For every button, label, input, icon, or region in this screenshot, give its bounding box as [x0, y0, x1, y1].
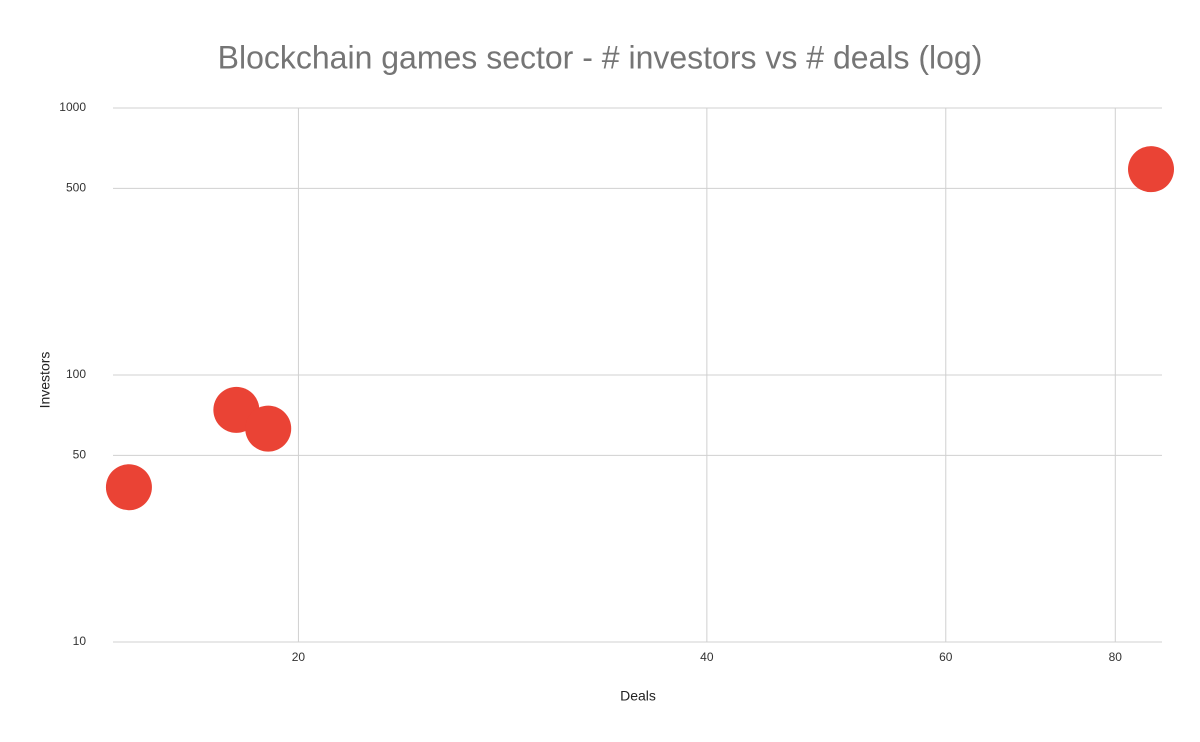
y-tick-label: 1000	[59, 100, 86, 114]
point	[245, 405, 292, 452]
x-tick-label: 40	[700, 650, 714, 664]
point	[105, 464, 152, 511]
y-tick-label: 10	[73, 634, 87, 648]
x-tick-label: 60	[939, 650, 953, 664]
y-tick-label: 50	[73, 448, 87, 462]
point	[1128, 146, 1175, 193]
y-tick-label: 100	[66, 367, 86, 381]
y-axis-title: Investors	[37, 352, 53, 409]
chart-title: Blockchain games sector - # investors vs…	[218, 39, 983, 75]
x-axis-title: Deals	[620, 688, 656, 704]
x-tick-label: 80	[1109, 650, 1123, 664]
y-tick-label: 500	[66, 181, 86, 195]
x-tick-label: 20	[292, 650, 306, 664]
